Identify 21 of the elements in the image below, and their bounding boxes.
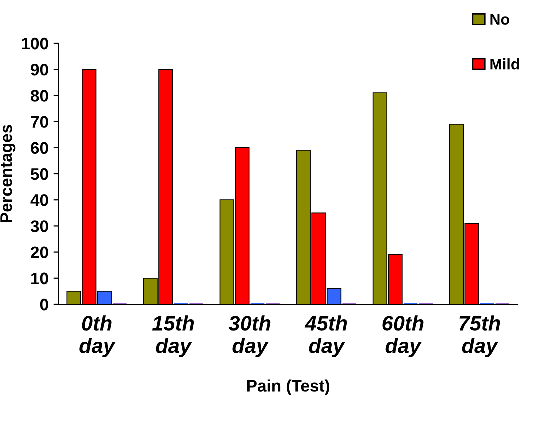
x-tick-label: 60th day: [382, 316, 424, 358]
x-tick-label: 45th day: [304, 316, 348, 358]
y-axis-title: Percentages: [0, 125, 16, 222]
y-tick-label: 80: [31, 90, 48, 102]
legend-label: No: [490, 14, 510, 25]
y-tick-label: 70: [31, 116, 48, 128]
x-tick-label: 30th day: [228, 316, 271, 358]
y-tick-label: 50: [30, 168, 48, 180]
y-tick-label: 30: [30, 220, 48, 232]
y-tick-label: 90: [31, 64, 48, 76]
x-tick-label: 75th day: [460, 316, 500, 358]
x-tick-label: 15th day: [152, 316, 194, 358]
y-tick-label: 40: [30, 194, 48, 206]
y-tick-label: 20: [31, 246, 48, 259]
legend-label: Mild: [490, 58, 520, 70]
y-tick-label: 0: [40, 298, 48, 311]
x-tick-label: 0th day: [80, 316, 116, 358]
y-tick-label: 60: [31, 142, 48, 154]
y-tick-label: 10: [32, 272, 48, 285]
x-axis-title: Pain (Test): [247, 380, 330, 396]
y-tick-label: 100: [22, 38, 48, 50]
